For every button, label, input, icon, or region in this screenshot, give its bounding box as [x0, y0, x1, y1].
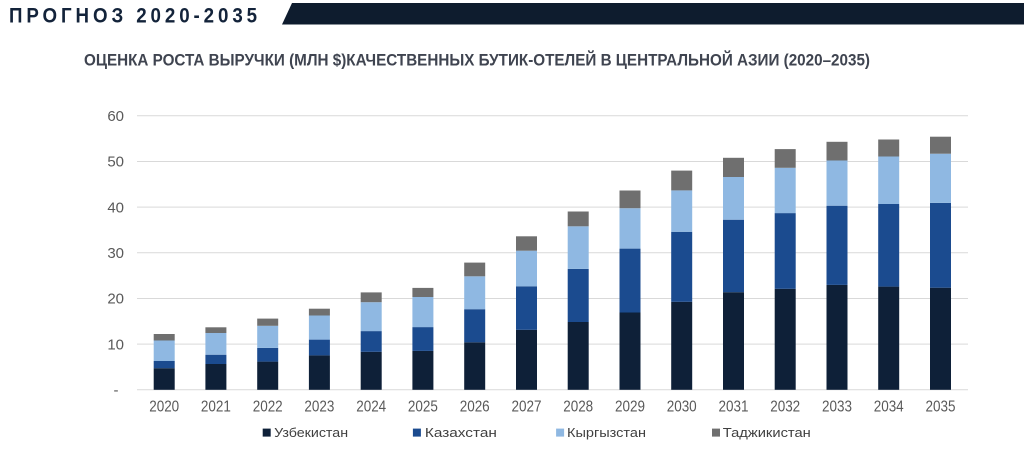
svg-text:2028: 2028	[563, 399, 593, 416]
svg-text:2034: 2034	[874, 399, 904, 416]
svg-text:2024: 2024	[356, 399, 386, 416]
svg-text:30: 30	[107, 245, 124, 262]
svg-text:2030: 2030	[667, 399, 697, 416]
svg-text:2023: 2023	[304, 399, 334, 416]
svg-text:2032: 2032	[770, 399, 800, 416]
svg-text:2033: 2033	[822, 399, 852, 416]
svg-text:2021: 2021	[201, 399, 231, 416]
svg-text:2035: 2035	[926, 399, 956, 416]
svg-text:2029: 2029	[615, 399, 645, 416]
svg-text:2026: 2026	[460, 399, 490, 416]
svg-text:20: 20	[107, 291, 124, 308]
svg-text:50: 50	[107, 154, 124, 171]
svg-text:2031: 2031	[719, 399, 749, 416]
svg-text:ПРОГНОЗ 2020-2035: ПРОГНОЗ 2020-2035	[9, 4, 261, 28]
svg-text:40: 40	[107, 199, 124, 216]
svg-text:60: 60	[107, 108, 124, 125]
svg-text:ОЦЕНКА РОСТА ВЫРУЧКИ (МЛН $)КА: ОЦЕНКА РОСТА ВЫРУЧКИ (МЛН $)КАЧЕСТВЕННЫХ…	[84, 51, 870, 70]
svg-text:2025: 2025	[408, 399, 438, 416]
svg-text:Узбекистан: Узбекистан	[274, 425, 348, 440]
svg-text:2022: 2022	[253, 399, 283, 416]
svg-text:2027: 2027	[512, 399, 542, 416]
svg-text:10: 10	[107, 336, 124, 353]
svg-text:2020: 2020	[149, 399, 179, 416]
svg-text:Кыргызстан: Кыргызстан	[567, 425, 646, 440]
svg-text:Таджикистан: Таджикистан	[723, 425, 811, 440]
svg-text:-: -	[114, 382, 119, 399]
svg-text:Казахстан: Казахстан	[425, 425, 497, 440]
